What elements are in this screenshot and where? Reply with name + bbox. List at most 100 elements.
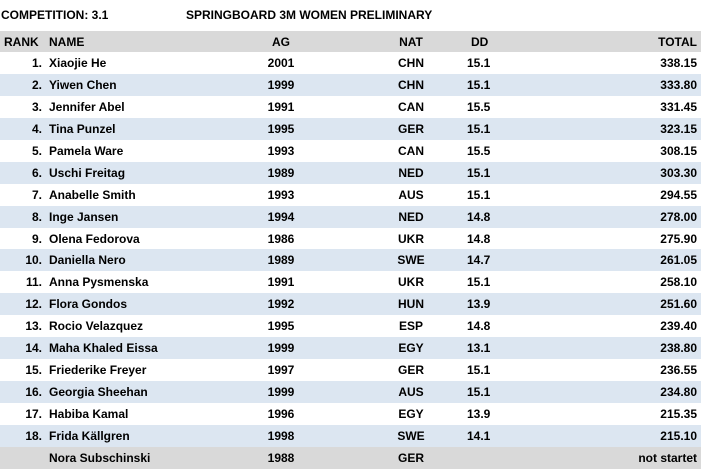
column-header: RANK: [4, 35, 39, 49]
cell-total: 261.05: [660, 253, 697, 268]
cell-total: 236.55: [660, 363, 697, 378]
column-header: NAME: [49, 35, 85, 49]
cell-ag: 1993: [267, 143, 295, 158]
cell-ag: 1994: [267, 209, 295, 224]
table-row: 18. Frida Källgren 1998 SWE 14.1 215.10: [0, 424, 701, 447]
cell-nat: UKR: [398, 275, 424, 290]
cell-dd: 15.1: [467, 275, 491, 290]
cell-ag: 1992: [267, 297, 295, 312]
cell-nat: SWE: [397, 428, 425, 443]
cell-total: 338.15: [660, 56, 697, 70]
cell-total: not startet: [638, 450, 697, 465]
table-row: 17. Habiba Kamal 1996 EGY 13.9 215.35: [0, 403, 701, 426]
column-header: AG: [272, 35, 290, 49]
cell-ag: 1999: [267, 77, 295, 92]
cell-nat: AUS: [398, 385, 424, 400]
cell-total: 333.80: [660, 77, 697, 92]
cell-rank: 8.: [31, 209, 42, 224]
cell-nat: GER: [397, 450, 424, 465]
cell-ag: 1999: [267, 385, 295, 400]
table-row: 7. Anabelle Smith 1993 AUS 15.1 294.55: [0, 183, 701, 206]
cell-rank: 13.: [25, 319, 42, 334]
cell-dd: 14.1: [467, 428, 491, 443]
table-row: 6. Uschi Freitag 1989 NED 15.1 303.30: [0, 161, 701, 184]
cell-dd: 15.5: [467, 99, 491, 114]
cell-ag: 1991: [267, 99, 295, 114]
cell-dd: 15.1: [467, 385, 491, 400]
cell-dd: 13.1: [467, 341, 491, 356]
cell-name: Habiba Kamal: [49, 407, 129, 422]
cell-total: 239.40: [660, 319, 697, 334]
cell-rank: 18.: [25, 428, 42, 443]
cell-total: 278.00: [660, 209, 697, 224]
cell-name: Tina Punzel: [49, 121, 116, 136]
cell-rank: 14.: [25, 341, 42, 356]
cell-name: Daniella Nero: [49, 253, 126, 268]
table-row: 8. Inge Jansen 1994 NED 14.8 278.00: [0, 205, 701, 228]
cell-dd: 15.1: [467, 77, 491, 92]
cell-name: Flora Gondos: [49, 297, 127, 312]
cell-total: 238.80: [660, 341, 697, 356]
cell-name: Inge Jansen: [49, 209, 119, 224]
column-header: DD: [471, 35, 489, 49]
cell-nat: UKR: [398, 231, 424, 246]
column-header: TOTAL: [658, 35, 697, 49]
cell-ag: 1989: [267, 253, 295, 268]
cell-ag: 1995: [267, 121, 295, 136]
table-row: 4. Tina Punzel 1995 GER 15.1 323.15: [0, 117, 701, 140]
table-row: 13. Rocio Velazquez 1995 ESP 14.8 239.40: [0, 315, 701, 338]
cell-total: 294.55: [660, 187, 697, 202]
table-row: Nora Subschinski 1988 GER not startet: [0, 446, 701, 469]
cell-name: Georgia Sheehan: [49, 385, 148, 400]
table-row: 9. Olena Fedorova 1986 UKR 14.8 275.90: [0, 227, 701, 250]
competition: COMPETITION: 3.1: [1, 8, 109, 22]
cell-ag: 1986: [267, 231, 295, 246]
table-row: 15. Friederike Freyer 1997 GER 15.1 236.55: [0, 359, 701, 382]
table-row: 5. Pamela Ware 1993 CAN 15.5 308.15: [0, 139, 701, 162]
cell-ag: 1996: [267, 407, 295, 422]
cell-name: Nora Subschinski: [49, 450, 151, 465]
cell-ag: 1993: [267, 187, 295, 202]
header-row: RANK NAME AG NAT DD TOTAL: [0, 31, 701, 53]
cell-rank: 16.: [25, 385, 42, 400]
cell-name: Yiwen Chen: [49, 77, 117, 92]
table-row: 10. Daniella Nero 1989 SWE 14.7 261.05: [0, 249, 701, 272]
event-title: SPRINGBOARD 3M WOMEN PRELIMINARY: [186, 8, 433, 22]
cell-name: Pamela Ware: [49, 143, 124, 158]
cell-total: 258.10: [660, 275, 697, 290]
cell-rank: 7.: [31, 187, 42, 202]
cell-name: Maha Khaled Eissa: [49, 341, 158, 356]
cell-nat: CHN: [398, 56, 424, 70]
cell-nat: NED: [398, 165, 424, 180]
cell-total: 331.45: [660, 99, 697, 114]
cell-ag: 2001: [267, 56, 295, 70]
table-row: 12. Flora Gondos 1992 HUN 13.9 251.60: [0, 293, 701, 316]
cell-total: 275.90: [660, 231, 697, 246]
cell-total: 308.15: [660, 143, 697, 158]
cell-nat: CHN: [398, 77, 424, 92]
cell-total: 215.35: [660, 407, 697, 422]
cell-ag: 1998: [267, 428, 295, 443]
cell-rank: 15.: [25, 363, 42, 378]
cell-dd: 13.9: [467, 407, 491, 422]
cell-ag: 1995: [267, 319, 295, 334]
cell-nat: CAN: [398, 143, 424, 158]
column-header: NAT: [399, 35, 423, 49]
cell-nat: NED: [398, 209, 424, 224]
cell-nat: EGY: [398, 341, 424, 356]
cell-name: Anna Pysmenska: [49, 275, 149, 290]
cell-rank: 4.: [31, 121, 42, 136]
cell-dd: 14.8: [467, 319, 491, 334]
cell-rank: 6.: [31, 165, 42, 180]
cell-ag: 1991: [267, 275, 295, 290]
cell-total: 303.30: [660, 165, 697, 180]
cell-dd: 15.1: [467, 121, 491, 136]
cell-name: Rocio Velazquez: [49, 319, 144, 334]
cell-dd: 15.1: [467, 187, 491, 202]
cell-dd: 15.1: [467, 56, 491, 70]
table-row: 1. Xiaojie He 2001 CHN 15.1 338.15: [0, 52, 701, 74]
cell-ag: 1988: [267, 450, 295, 465]
cell-dd: 13.9: [467, 297, 491, 312]
table-row: 11. Anna Pysmenska 1991 UKR 15.1 258.10: [0, 271, 701, 294]
cell-rank: 11.: [25, 275, 42, 290]
